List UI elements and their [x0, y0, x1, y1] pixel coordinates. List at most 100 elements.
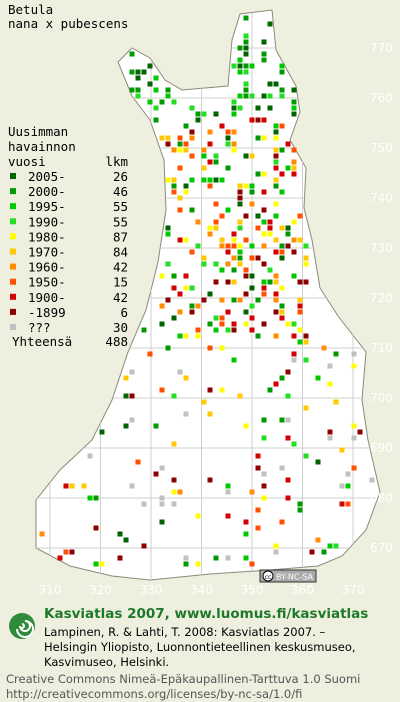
- legend-col-year: vuosi: [8, 154, 46, 169]
- occurrence-square: [171, 99, 177, 105]
- occurrence-square: [207, 183, 213, 189]
- occurrence-square: [345, 483, 351, 489]
- occurrence-square: [225, 327, 231, 333]
- subtitle: nana x pubescens: [8, 16, 128, 31]
- occurrence-square: [315, 459, 321, 465]
- easting-label: 330: [140, 583, 163, 597]
- occurrence-square: [273, 183, 279, 189]
- occurrence-square: [279, 519, 285, 525]
- occurrence-square: [153, 471, 159, 477]
- occurrence-square: [189, 309, 195, 315]
- occurrence-square: [237, 183, 243, 189]
- occurrence-square: [261, 57, 267, 63]
- occurrence-square: [249, 93, 255, 99]
- occurrence-square: [255, 297, 261, 303]
- occurrence-square: [231, 111, 237, 117]
- occurrence-square: [237, 297, 243, 303]
- occurrence-square: [93, 495, 99, 501]
- legend-label: 1970-: [28, 245, 66, 260]
- occurrence-square: [231, 279, 237, 285]
- occurrence-square: [135, 69, 141, 75]
- occurrence-square: [345, 471, 351, 477]
- occurrence-square: [201, 147, 207, 153]
- occurrence-square: [249, 273, 255, 279]
- occurrence-square: [279, 375, 285, 381]
- occurrence-square: [273, 123, 279, 129]
- legend-count: 42: [113, 260, 128, 275]
- occurrence-square: [225, 243, 231, 249]
- occurrence-square: [297, 507, 303, 513]
- occurrence-square: [213, 327, 219, 333]
- occurrence-square: [195, 117, 201, 123]
- occurrence-square: [297, 501, 303, 507]
- occurrence-square: [267, 93, 273, 99]
- occurrence-square: [273, 213, 279, 219]
- occurrence-square: [255, 213, 261, 219]
- occurrence-square: [285, 225, 291, 231]
- occurrence-square: [243, 69, 249, 75]
- occurrence-square: [255, 105, 261, 111]
- occurrence-square: [237, 189, 243, 195]
- occurrence-square: [177, 291, 183, 297]
- occurrence-square: [171, 177, 177, 183]
- occurrence-square: [201, 165, 207, 171]
- occurrence-square: [327, 363, 333, 369]
- occurrence-square: [351, 423, 357, 429]
- occurrence-square: [195, 219, 201, 225]
- easting-label: 310: [39, 583, 62, 597]
- occurrence-square: [303, 261, 309, 267]
- occurrence-square: [63, 483, 69, 489]
- badge-box: [259, 569, 317, 583]
- easting-label: 340: [190, 583, 213, 597]
- legend-swatch: [10, 203, 16, 210]
- occurrence-square: [237, 261, 243, 267]
- occurrence-square: [129, 87, 135, 93]
- easting-label: 320: [89, 583, 112, 597]
- occurrence-square: [249, 189, 255, 195]
- occurrence-square: [213, 111, 219, 117]
- occurrence-square: [261, 483, 267, 489]
- occurrence-square: [249, 285, 255, 291]
- occurrence-square: [135, 93, 141, 99]
- occurrence-square: [195, 243, 201, 249]
- occurrence-square: [243, 237, 249, 243]
- occurrence-square: [351, 465, 357, 471]
- occurrence-square: [273, 297, 279, 303]
- occurrence-square: [177, 333, 183, 339]
- occurrence-square: [195, 333, 201, 339]
- legend-count: 15: [113, 275, 128, 290]
- occurrence-square: [261, 495, 267, 501]
- occurrence-square: [171, 477, 177, 483]
- occurrence-square: [189, 249, 195, 255]
- occurrence-square: [177, 141, 183, 147]
- occurrence-square: [369, 477, 375, 483]
- occurrence-square: [279, 87, 285, 93]
- occurrence-square: [291, 105, 297, 111]
- occurrence-square: [225, 489, 231, 495]
- occurrence-square: [237, 57, 243, 63]
- occurrence-square: [249, 183, 255, 189]
- occurrence-square: [291, 333, 297, 339]
- occurrence-square: [285, 477, 291, 483]
- occurrence-square: [249, 561, 255, 567]
- occurrence-square: [273, 81, 279, 87]
- badge-circle: [262, 570, 274, 582]
- occurrence-square: [183, 189, 189, 195]
- occurrence-square: [297, 309, 303, 315]
- occurrence-square: [291, 159, 297, 165]
- occurrence-square: [255, 255, 261, 261]
- occurrence-square: [261, 117, 267, 123]
- occurrence-square: [291, 219, 297, 225]
- occurrence-square: [237, 45, 243, 51]
- occurrence-square: [195, 303, 201, 309]
- easting-label: 370: [342, 583, 365, 597]
- occurrence-square: [279, 63, 285, 69]
- occurrence-square: [243, 33, 249, 39]
- legend-count: 6: [120, 305, 128, 320]
- occurrence-square: [273, 309, 279, 315]
- occurrence-square: [231, 267, 237, 273]
- occurrence-square: [171, 489, 177, 495]
- occurrence-square: [207, 345, 213, 351]
- occurrence-square: [177, 147, 183, 153]
- occurrence-square: [297, 297, 303, 303]
